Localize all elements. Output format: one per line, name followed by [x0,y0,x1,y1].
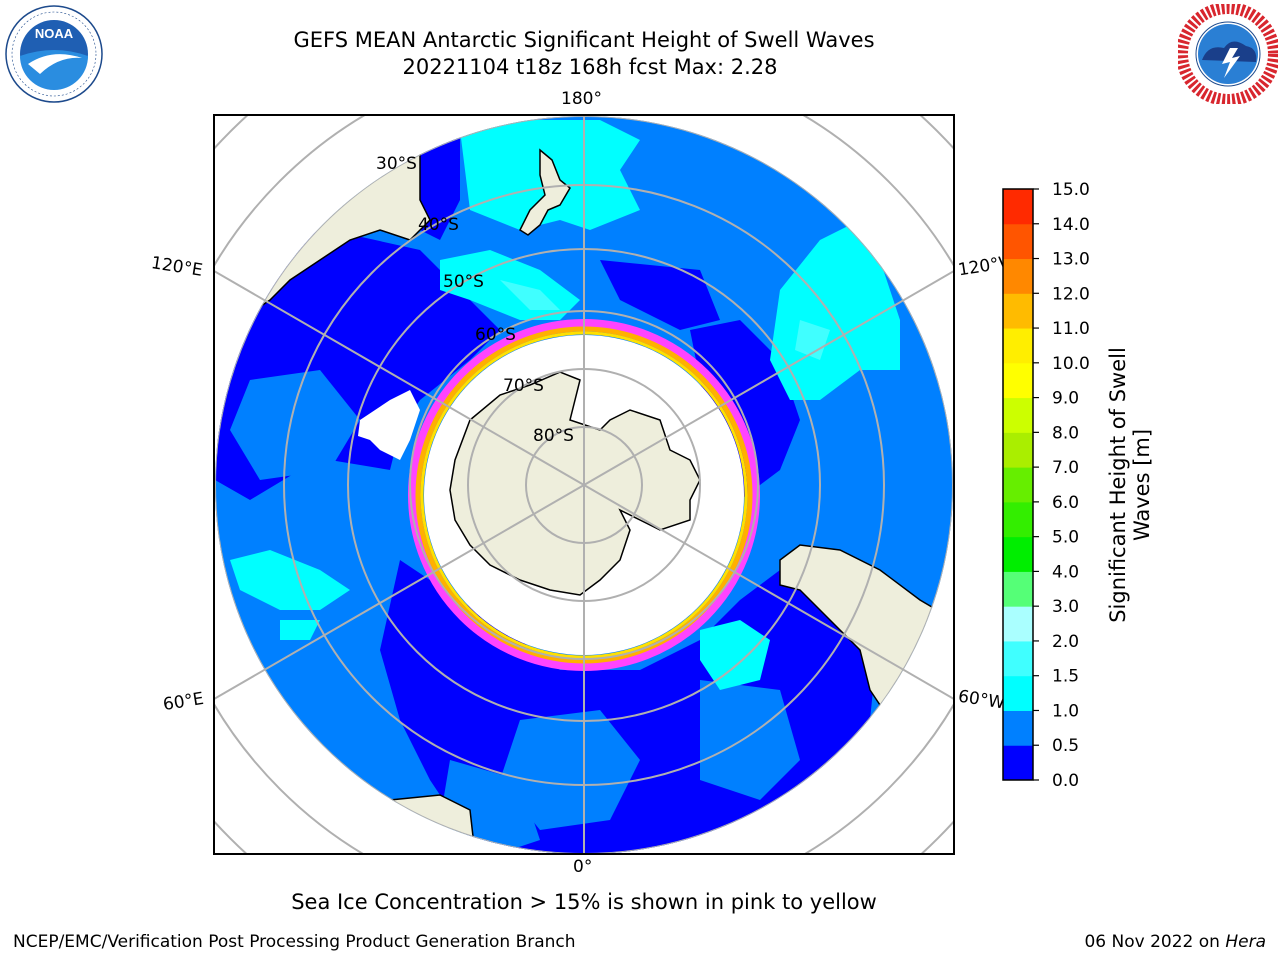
colorbar-bin [1003,328,1033,364]
moderate-swell-region [280,620,320,640]
sea-ice-note: Sea Ice Concentration > 15% is shown in … [291,890,877,914]
colorbar-bin [1003,640,1033,677]
lat-label-30s: 30°S [376,154,417,174]
run-date-text: 06 Nov 2022 on [1084,932,1226,952]
map-title: GEFS MEAN Antarctic Significant Height o… [293,28,875,52]
lon-label-180: 180° [561,89,602,109]
colorbar-bin [1003,258,1033,294]
colorbar-tick-label: 14.0 [1052,215,1090,235]
colorbar-label: Significant Height of Swell Waves [m] [1106,347,1154,623]
low-swell-region [600,260,720,330]
lat-label-70s: 70°S [503,376,544,396]
moderate-swell-region [770,220,900,400]
producer-credit: NCEP/EMC/Verification Post Processing Pr… [13,932,576,952]
colorbar-bin [1003,710,1033,746]
machine-name: Hera [1225,932,1266,952]
colorbar-bin [1003,606,1033,642]
colorbar-tick-label: 13.0 [1052,250,1090,270]
antarctica-landmass [449,371,701,596]
run-date: 06 Nov 2022 on Hera [1084,932,1266,952]
lat-label-50s: 50°S [443,272,484,292]
colorbar-tick-label: 10.0 [1052,354,1090,374]
lat-label-40s: 40°S [418,215,459,235]
colorbar-frame [1002,188,1034,781]
svg-text:NOAA: NOAA [35,26,74,41]
noaa-logo: NOAA [5,5,103,103]
colorbar-tick-label: 3.0 [1052,597,1079,617]
colorbar-bin [1003,467,1033,503]
colorbar-tick-label: 4.0 [1052,562,1079,582]
colorbar-bin [1003,536,1033,572]
moderate-swell-region [230,550,350,610]
moderate-swell-region [700,620,770,690]
nws-logo [1178,4,1278,104]
colorbar-label-line1: Significant Height of Swell [1106,347,1130,623]
colorbar-bin [1003,571,1033,607]
lat-label-60s: 60°S [475,325,516,345]
colorbar-tick-label: 1.0 [1052,701,1079,721]
colorbar-bin [1003,397,1033,433]
colorbar-label-line2: Waves [m] [1130,428,1154,542]
colorbar-tick-label: 8.0 [1052,423,1079,443]
colorbar-bin [1003,223,1033,260]
colorbar-bin [1003,675,1033,711]
colorbar-tick-label: 7.0 [1052,458,1079,478]
colorbar-tick-label: 12.0 [1052,284,1090,304]
colorbar-bin [1003,362,1033,399]
moderate-swell-region [500,280,560,310]
colorbar-bin [1003,501,1033,538]
colorbar-bin [1003,293,1033,329]
lat-label-80s: 80°S [533,426,574,446]
colorbar-tick-label: 11.0 [1052,319,1090,339]
colorbar-tick-label: 2.0 [1052,632,1079,652]
lon-label-0: 0° [573,857,593,877]
colorbar-tick-label: 1.5 [1052,667,1079,687]
moderate-swell-region [795,320,830,360]
low-swell-region [420,130,460,240]
colorbar-tick-label: 0.0 [1052,771,1079,791]
colorbar-tick-label: 5.0 [1052,528,1079,548]
map-subtitle: 20221104 t18z 168h fcst Max: 2.28 [402,55,778,79]
new-zealand-landmass [519,148,571,236]
map-frame [213,114,955,855]
colorbar-bin [1003,745,1033,781]
colorbar-bin [1003,432,1033,468]
colorbar-tick-label: 9.0 [1052,389,1079,409]
colorbar-bin [1003,189,1033,225]
colorbar-tick-label: 15.0 [1052,180,1090,200]
colorbar-tick-label: 6.0 [1052,493,1079,513]
colorbar-tick-label: 0.5 [1052,736,1079,756]
